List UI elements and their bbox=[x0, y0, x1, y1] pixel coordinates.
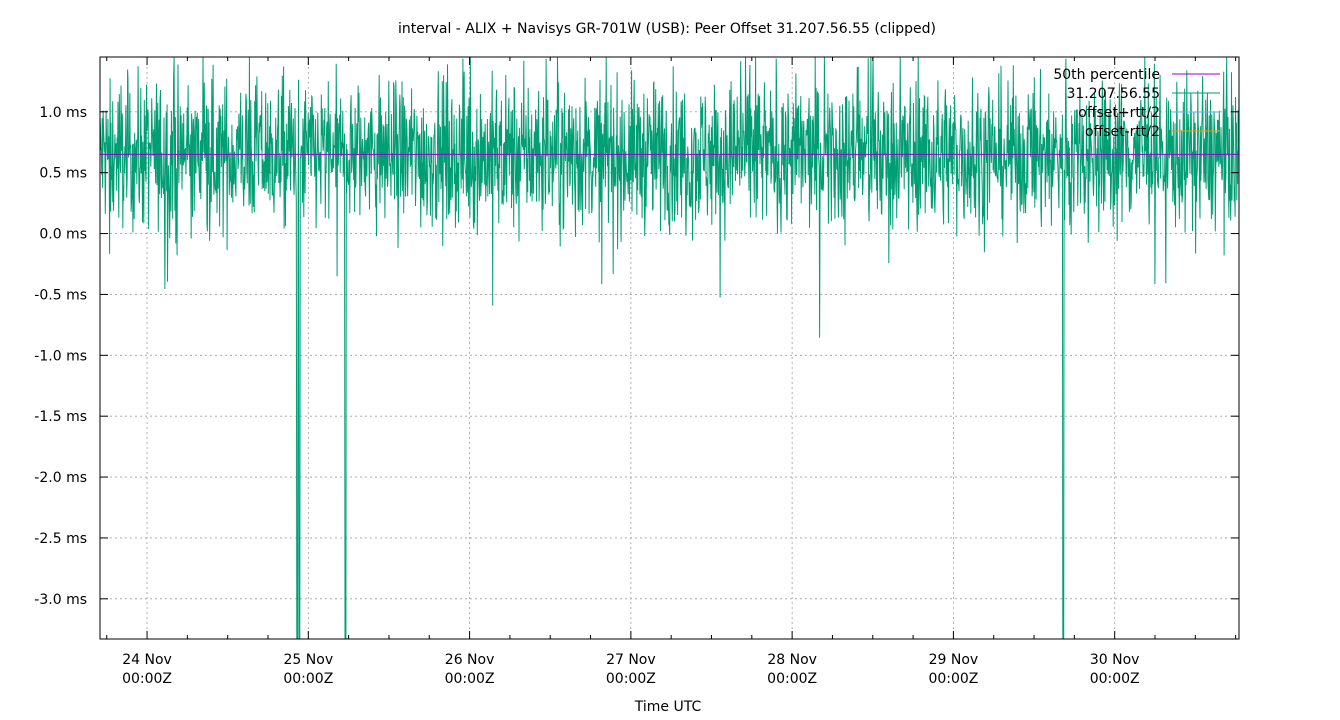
x-tick-label-time: 00:00Z bbox=[606, 671, 656, 687]
x-tick-label-time: 00:00Z bbox=[283, 671, 333, 687]
y-tick-label: -2.5 ms bbox=[34, 531, 87, 547]
x-tick-label-time: 00:00Z bbox=[122, 671, 172, 687]
legend-label: 50th percentile bbox=[1053, 67, 1160, 83]
x-axis-label: Time UTC bbox=[634, 699, 702, 715]
y-tick-label: -0.5 ms bbox=[34, 287, 87, 303]
x-tick-label-time: 00:00Z bbox=[767, 671, 817, 687]
plot-frame bbox=[99, 56, 1240, 640]
x-tick-label-date: 27 Nov bbox=[606, 652, 656, 668]
x-tick-label-date: 25 Nov bbox=[284, 652, 334, 668]
y-tick-label: 1.0 ms bbox=[39, 105, 87, 121]
legend-label: offset-rtt/2 bbox=[1085, 124, 1160, 140]
x-tick-label-date: 24 Nov bbox=[122, 652, 172, 668]
y-tick-label: -1.0 ms bbox=[34, 348, 87, 364]
x-tick-label-time: 00:00Z bbox=[928, 671, 978, 687]
legend-label: offset+rtt/2 bbox=[1078, 105, 1160, 121]
legend-label: 31.207.56.55 bbox=[1066, 86, 1160, 102]
x-tick-label-time: 00:00Z bbox=[1090, 671, 1140, 687]
legend: 50th percentile 31.207.56.55 offset+rtt/2 o… bbox=[1053, 67, 1220, 140]
y-tick-label: -1.5 ms bbox=[34, 409, 87, 425]
y-tick-label: 0.5 ms bbox=[39, 166, 87, 182]
x-tick-label-date: 26 Nov bbox=[445, 652, 495, 668]
x-tick-label-date: 30 Nov bbox=[1090, 652, 1140, 668]
y-tick-labels: 1.0 ms 0.5 ms 0.0 ms -0.5 ms -1.0 ms -1.5 ms -… bbox=[34, 105, 87, 608]
series-layer bbox=[99, 56, 1240, 640]
chart-title: interval - ALIX + Navisys GR-701W (USB):… bbox=[398, 21, 936, 37]
x-tick-label-date: 28 Nov bbox=[767, 652, 817, 668]
y-tick-label: -3.0 ms bbox=[34, 592, 87, 608]
y-tick-label: -2.0 ms bbox=[34, 470, 87, 486]
tick-marks bbox=[100, 57, 1239, 639]
x-tick-labels: 24 Nov 00:00Z 25 Nov 00:00Z 26 Nov 00:00Z 27 N… bbox=[122, 652, 1140, 687]
y-tick-label: 0.0 ms bbox=[39, 227, 87, 243]
series-line-31-207-56-55 bbox=[99, 56, 1240, 640]
x-tick-label-time: 00:00Z bbox=[445, 671, 495, 687]
x-tick-label-date: 29 Nov bbox=[929, 652, 979, 668]
